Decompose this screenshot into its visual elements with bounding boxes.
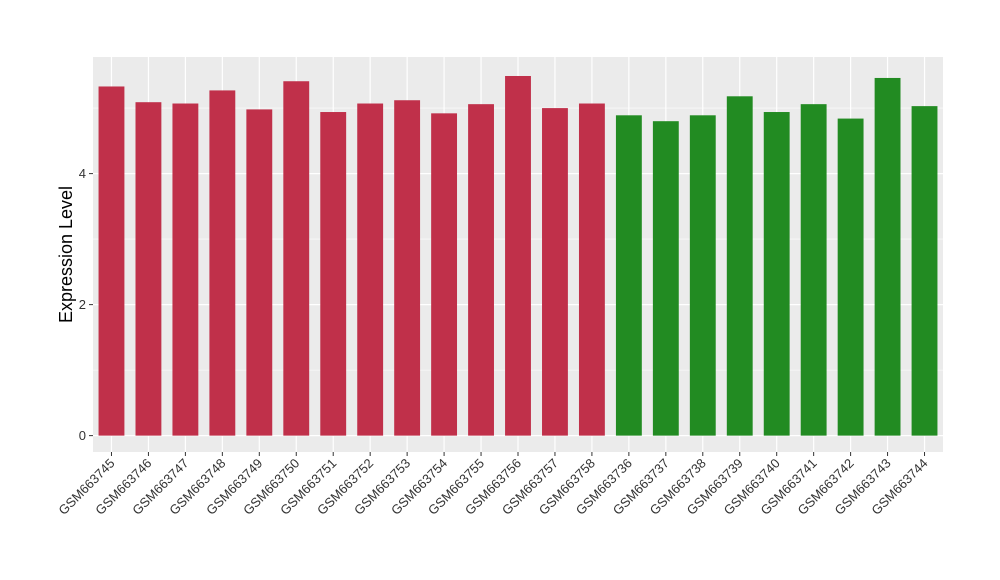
y-tick-label: 4: [79, 166, 86, 181]
bar-GSM663745: [98, 86, 125, 436]
bar-GSM663746: [135, 102, 162, 436]
bar-GSM663752: [357, 103, 384, 436]
bar-GSM663757: [542, 108, 568, 436]
y-tick-label: 2: [79, 297, 86, 312]
bar-GSM663750: [283, 81, 310, 436]
bar-GSM663737: [652, 121, 679, 436]
bar-GSM663755: [468, 104, 494, 436]
bar-GSM663754: [431, 113, 458, 436]
bar-GSM663743: [874, 77, 901, 436]
y-axis: 0 2 4: [79, 166, 93, 443]
x-axis: GSM663745GSM663746GSM663747GSM663748GSM6…: [55, 452, 931, 518]
bar-GSM663738: [689, 115, 716, 436]
bar-GSM663742: [837, 118, 864, 436]
bar-GSM663758: [578, 103, 605, 436]
bar-GSM663744: [911, 106, 938, 436]
bar-GSM663739: [726, 96, 753, 436]
bar-GSM663751: [320, 112, 347, 436]
y-axis-title: Expression Level: [56, 186, 76, 323]
bar-GSM663736: [615, 115, 642, 436]
bar-GSM663741: [800, 104, 827, 436]
bar-GSM663749: [246, 109, 273, 436]
bar-GSM663747: [172, 103, 199, 436]
bar-GSM663740: [763, 112, 790, 436]
bar-GSM663748: [209, 90, 236, 436]
bars: [98, 75, 938, 436]
bar-GSM663756: [505, 75, 531, 436]
bar-GSM663753: [394, 100, 421, 436]
y-tick-label: 0: [79, 428, 86, 443]
